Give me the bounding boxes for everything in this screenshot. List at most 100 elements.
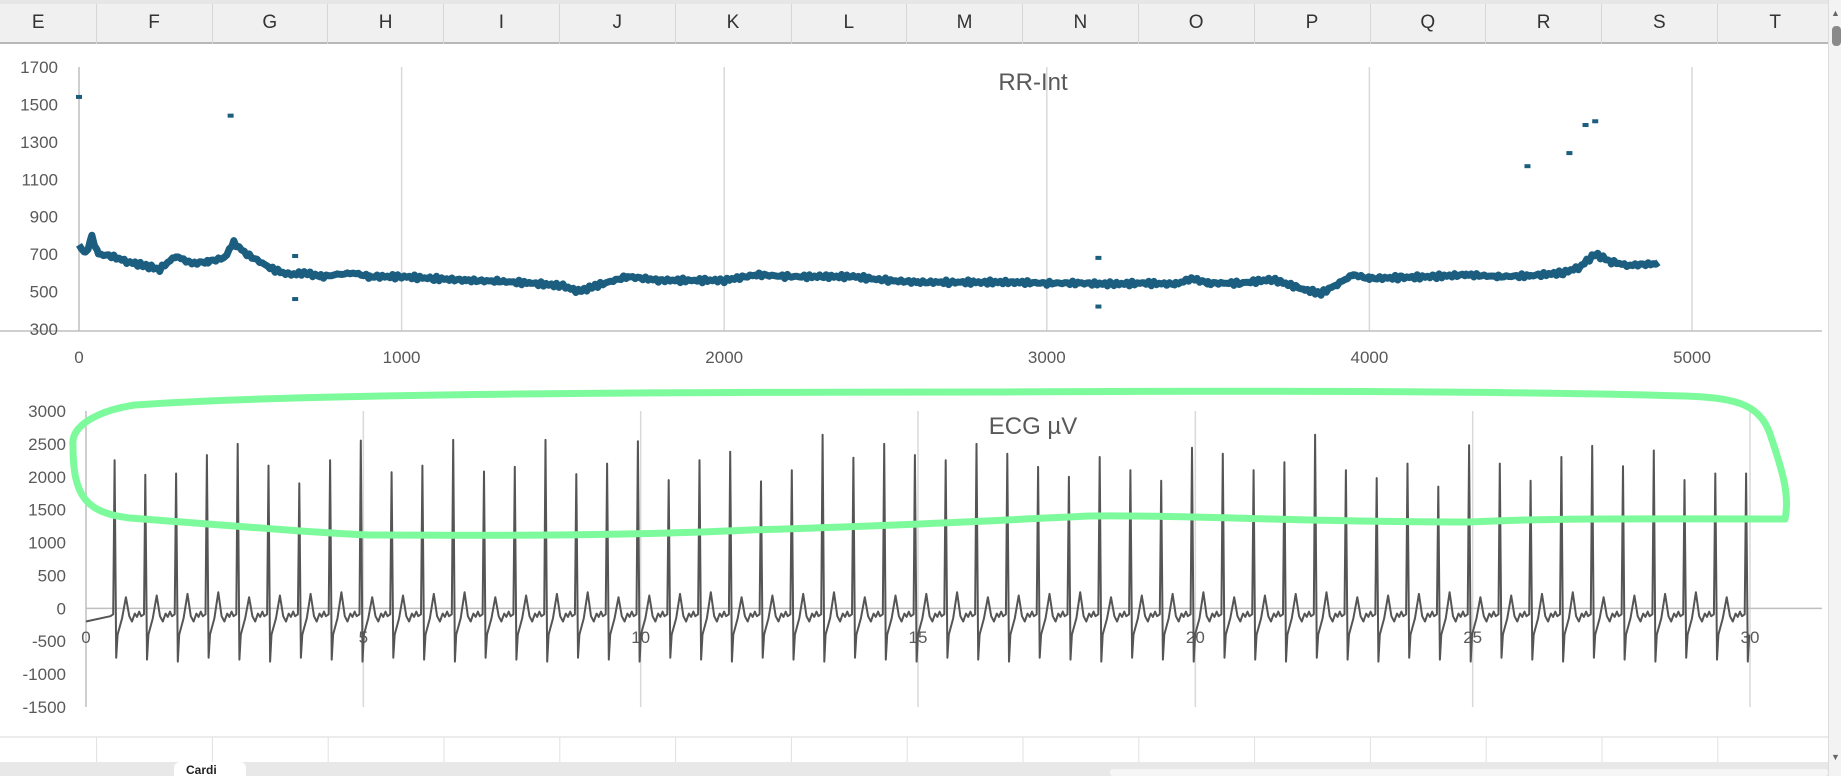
rr-x-tick-label: 5000 — [1673, 348, 1711, 367]
scroll-up-arrow-icon[interactable]: ▲ — [1831, 8, 1840, 18]
ecg-r-peak — [1499, 462, 1501, 465]
column-header-H[interactable]: H — [328, 4, 445, 44]
column-header-N[interactable]: N — [1023, 4, 1139, 44]
rr-x-tick-label: 0 — [74, 348, 83, 367]
ecg-r-peak — [390, 471, 393, 473]
rr-outlier-point — [76, 94, 82, 99]
ecg-r-peak — [144, 474, 147, 476]
ecg-trace — [85, 433, 1751, 663]
rr-y-tick-label: 700 — [30, 245, 58, 264]
ecg-r-peak — [606, 462, 608, 465]
column-header-L[interactable]: L — [791, 4, 908, 44]
ecg-r-peak — [791, 469, 793, 472]
rr-outlier-point — [1582, 123, 1589, 128]
rr-y-tick-label: 1300 — [20, 133, 58, 152]
ecg-r-peak — [1683, 479, 1686, 481]
rr-outlier-point — [227, 113, 234, 118]
ecg-r-peak — [1221, 452, 1224, 455]
column-header-O[interactable]: O — [1139, 4, 1255, 44]
ecg-r-peak — [1560, 456, 1563, 458]
ecg-r-peak — [1529, 479, 1532, 482]
ecg-r-peak — [1468, 444, 1470, 447]
ecg-r-peak — [575, 473, 578, 475]
rr-outlier-point — [1566, 151, 1573, 156]
ecg-r-peak — [1068, 475, 1070, 478]
ecg-r-peak — [1622, 465, 1624, 468]
column-header-M[interactable]: M — [907, 4, 1024, 44]
column-header-K[interactable]: K — [676, 4, 792, 44]
ecg-r-peak — [1591, 445, 1593, 447]
ecg-r-peak — [360, 439, 362, 442]
column-header-P[interactable]: P — [1255, 4, 1371, 44]
rr-outlier-point — [292, 297, 299, 302]
rr-y-tick-label: 900 — [30, 208, 58, 227]
ecg-y-tick-label: -500 — [32, 632, 66, 651]
ecg-y-tick-label: 3000 — [28, 402, 66, 421]
column-header-G[interactable]: G — [212, 4, 329, 44]
ecg-r-peak — [1652, 449, 1655, 452]
ecg-r-peak — [1345, 469, 1347, 472]
column-header-F[interactable]: F — [97, 4, 213, 44]
ecg-r-peak — [513, 466, 516, 468]
ecg-r-peak — [1252, 469, 1255, 472]
ecg-r-peak — [1314, 433, 1316, 436]
rr-series-line — [76, 231, 1661, 299]
ecg-r-peak — [298, 482, 301, 485]
column-header-R[interactable]: R — [1486, 4, 1603, 44]
ecg-r-peak — [729, 450, 732, 453]
ecg-chart-title: ECG µV — [989, 413, 1078, 440]
ecg-r-peak — [1745, 472, 1747, 475]
scrollbar-thumb[interactable] — [1832, 26, 1841, 46]
rr-x-tick-label: 1000 — [383, 348, 421, 367]
column-header-Q[interactable]: Q — [1370, 4, 1487, 44]
ecg-r-peak — [1437, 485, 1440, 488]
rr-y-tick-label: 1700 — [20, 58, 58, 77]
ecg-r-peak — [113, 459, 116, 462]
rr-x-tick-label: 3000 — [1028, 348, 1066, 367]
column-header-S[interactable]: S — [1602, 4, 1718, 44]
ecg-r-peak — [1129, 469, 1132, 472]
ecg-r-peak — [421, 464, 424, 467]
scroll-down-arrow-icon[interactable]: ▼ — [1831, 752, 1840, 762]
ecg-y-tick-label: 2000 — [28, 468, 66, 487]
rr-outlier-point — [1095, 304, 1102, 309]
rr-y-tick-label: 1500 — [20, 95, 58, 114]
ecg-y-tick-label: -1500 — [23, 698, 66, 717]
ecg-r-peak — [1283, 461, 1286, 464]
charts-area[interactable]: 0 1000 2000 3000 4000 5000 300 500 700 900 1100 130… — [0, 0, 1828, 762]
column-header-I[interactable]: I — [444, 4, 560, 44]
ecg-r-peak — [1375, 477, 1378, 479]
column-header-E[interactable]: E — [0, 4, 97, 44]
rr-interval-chart[interactable]: 0 1000 2000 3000 4000 5000 300 500 700 900 1100 130… — [0, 58, 1822, 367]
rr-outlier-point — [292, 254, 299, 259]
ecg-r-peak — [1006, 452, 1009, 455]
ecg-r-peak — [1191, 447, 1193, 449]
ecg-r-peak — [1714, 472, 1717, 475]
ecg-y-tick-label: 500 — [38, 566, 66, 585]
ecg-r-peak — [236, 443, 239, 445]
ecg-r-peak — [852, 456, 855, 459]
ecg-r-peak — [175, 472, 177, 475]
vertical-scrollbar[interactable]: ▲ ▼ — [1828, 0, 1841, 776]
rr-x-tick-label: 4000 — [1350, 348, 1388, 367]
horizontal-scrollbar[interactable] — [1110, 769, 1828, 776]
sheet-tab-active[interactable]: Cardi — [174, 762, 246, 776]
rr-x-tick-label: 2000 — [705, 348, 743, 367]
ecg-r-peak — [760, 480, 762, 483]
ecg-y-tick-label: 2500 — [28, 435, 66, 454]
rr-chart-title: RR-Int — [998, 69, 1068, 96]
ecg-r-peak — [544, 439, 547, 441]
rr-y-tick-label: 300 — [30, 320, 58, 339]
ecg-r-peak — [1037, 466, 1039, 468]
ecg-r-peak — [1098, 456, 1101, 458]
ecg-r-peak — [698, 459, 701, 462]
ecg-r-peak — [267, 464, 270, 467]
green-annotation-loop — [69, 387, 1791, 539]
ecg-r-peak — [821, 433, 824, 436]
ecg-y-tick-label: 0 — [57, 599, 66, 618]
ecg-r-peak — [883, 443, 885, 445]
ecg-r-peak — [975, 443, 978, 445]
rr-y-tick-label: 1100 — [21, 170, 58, 189]
column-header-J[interactable]: J — [560, 4, 676, 44]
